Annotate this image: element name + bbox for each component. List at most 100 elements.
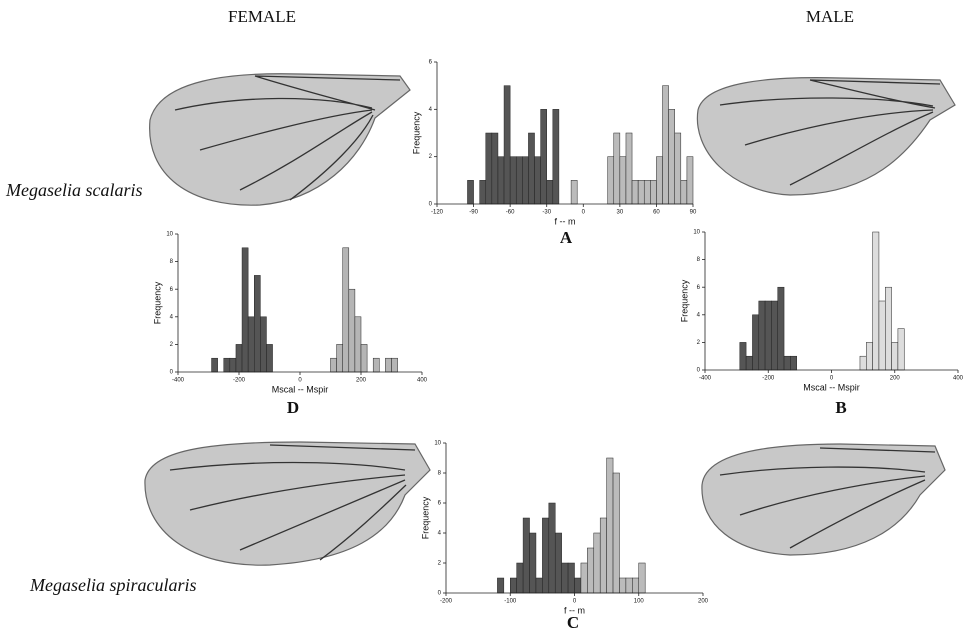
y-tick-label: 2 xyxy=(170,342,174,348)
histogram-bar xyxy=(739,342,747,371)
histogram-bar xyxy=(619,156,627,205)
histogram-bar xyxy=(783,355,791,371)
y-tick-label: 0 xyxy=(438,591,442,597)
x-tick-label: -200 xyxy=(762,376,775,382)
x-tick-label: -90 xyxy=(469,210,478,216)
x-tick-label: 400 xyxy=(953,376,964,382)
y-tick-label: 6 xyxy=(438,501,442,507)
histogram-bar xyxy=(656,156,663,205)
x-tick-label: -200 xyxy=(233,378,246,384)
y-tick-label: 4 xyxy=(429,107,433,113)
x-tick-label: 30 xyxy=(617,210,624,216)
histogram-bar xyxy=(790,355,797,371)
histogram-bar xyxy=(479,180,487,205)
panel-label: C xyxy=(567,613,579,632)
histogram-bar xyxy=(522,517,530,594)
x-tick-label: 60 xyxy=(653,210,660,216)
species-name: Megaselia spiracularis xyxy=(29,575,197,595)
y-tick-label: 2 xyxy=(429,154,433,160)
y-tick-label: 4 xyxy=(170,314,174,320)
histogram-bar xyxy=(637,180,645,205)
histogram-bar xyxy=(650,180,657,205)
histogram-bar xyxy=(342,247,350,373)
histogram-bar xyxy=(360,344,368,373)
histogram-bar xyxy=(662,85,669,205)
x-tick-label: -100 xyxy=(504,599,517,605)
y-tick-label: 8 xyxy=(170,259,174,265)
y-tick-label: 8 xyxy=(697,257,701,263)
histogram-bar xyxy=(385,357,392,373)
x-tick-label: 0 xyxy=(830,376,834,382)
histogram-bar xyxy=(587,547,595,594)
y-tick-label: 2 xyxy=(438,561,442,567)
histogram-bar xyxy=(643,180,651,205)
histogram-bar xyxy=(522,156,529,205)
y-tick-label: 2 xyxy=(697,340,701,346)
x-axis-label: Mscal -- Mspir xyxy=(803,382,860,392)
x-tick-label: 90 xyxy=(690,210,697,216)
histogram-bar xyxy=(497,156,505,205)
histogram-bar xyxy=(497,577,505,594)
histogram-bar xyxy=(372,357,380,373)
x-tick-label: -200 xyxy=(440,599,453,605)
histogram-bar xyxy=(510,577,517,594)
histogram-bar xyxy=(260,316,267,373)
histogram-bar xyxy=(878,300,886,371)
histogram-bar xyxy=(223,357,231,373)
histogram-bar xyxy=(607,156,615,205)
x-tick-label: 100 xyxy=(634,599,645,605)
histogram-bar xyxy=(503,85,511,205)
histogram-bar xyxy=(542,517,550,594)
histogram-bar xyxy=(625,577,633,594)
x-tick-label: 0 xyxy=(582,210,586,216)
histogram-bar xyxy=(777,286,785,371)
y-tick-label: 6 xyxy=(170,287,174,293)
histogram-bar xyxy=(515,156,523,205)
x-tick-label: -120 xyxy=(431,210,444,216)
histogram-bar xyxy=(235,344,243,373)
histogram-bar xyxy=(897,328,905,371)
x-tick-label: 0 xyxy=(298,378,302,384)
histogram-bar xyxy=(516,562,524,594)
histogram-bar xyxy=(229,357,237,373)
histogram-bar xyxy=(552,109,560,205)
histogram-bar xyxy=(548,502,556,594)
wing-male-spiracularis xyxy=(701,443,946,556)
histogram-bar xyxy=(885,286,892,371)
male-heading: MALE xyxy=(806,7,854,26)
histogram-bar xyxy=(266,344,273,373)
y-tick-label: 4 xyxy=(438,531,442,537)
x-tick-label: 200 xyxy=(698,599,709,605)
y-tick-label: 0 xyxy=(697,368,701,374)
panel-label: D xyxy=(287,398,299,417)
histogram-bar xyxy=(872,231,880,371)
y-tick-label: 0 xyxy=(429,202,433,208)
x-tick-label: -400 xyxy=(172,378,185,384)
y-axis-label: Frequency xyxy=(411,111,421,154)
histogram-bar xyxy=(891,342,899,371)
panel-label: B xyxy=(835,398,846,417)
histogram-bar xyxy=(247,316,255,373)
histogram-bar xyxy=(561,562,569,594)
y-tick-label: 8 xyxy=(438,471,442,477)
histogram-bar xyxy=(866,342,873,371)
histogram-bar xyxy=(534,156,541,205)
female-heading: FEMALE xyxy=(228,7,296,26)
histogram-bar xyxy=(752,314,760,371)
histogram-bar xyxy=(613,132,621,205)
x-tick-label: -30 xyxy=(542,210,551,216)
species-name: Megaselia scalaris xyxy=(5,180,143,200)
y-axis-label: Frequency xyxy=(152,281,162,324)
x-tick-label: 0 xyxy=(573,599,577,605)
histogram-bar xyxy=(336,344,343,373)
histogram-bar xyxy=(668,109,675,205)
histogram-bar xyxy=(354,316,362,373)
histogram-bar xyxy=(567,562,575,594)
y-tick-label: 10 xyxy=(434,441,441,447)
histogram-bar xyxy=(745,355,753,371)
histogram-bar xyxy=(391,357,398,373)
histogram-bar xyxy=(631,180,639,205)
histogram-bar xyxy=(619,577,627,594)
y-tick-label: 10 xyxy=(693,230,700,236)
